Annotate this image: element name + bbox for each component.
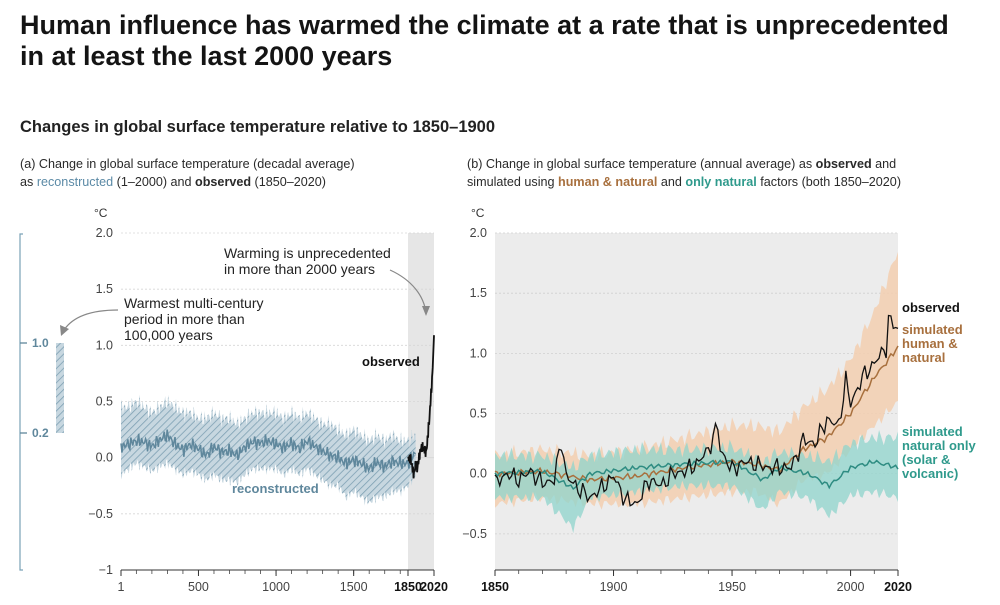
reconstructed-line xyxy=(120,429,416,474)
a-ytick-label: 1.5 xyxy=(96,282,113,296)
a-unit-label: °C xyxy=(94,206,108,220)
caption-b-observed: observed xyxy=(815,157,872,171)
a-xtick-label: 2020 xyxy=(420,580,448,594)
annotation-warmest-line3: 100,000 years xyxy=(124,327,213,343)
annotation-warmest-arrowhead xyxy=(60,325,69,336)
caption-observed: observed xyxy=(195,175,252,189)
b-xtick-label: 1900 xyxy=(600,580,628,594)
caption-only-natural: only natural xyxy=(685,175,757,189)
b-observed-label: observed xyxy=(902,300,960,315)
inset-bracket xyxy=(19,233,23,571)
a-xtick-label: 1500 xyxy=(340,580,368,594)
caption-reconstructed: reconstructed xyxy=(36,175,114,189)
b-ytick-label: 2.0 xyxy=(470,226,487,240)
b-xtick-label: 2020 xyxy=(884,580,912,594)
b-observed-line xyxy=(494,314,899,507)
b-ytick-label: 1.0 xyxy=(470,346,487,360)
inset-label-bottom: 0.2 xyxy=(32,426,49,440)
b-ytick-label: 0.0 xyxy=(470,467,487,481)
a-observed-line xyxy=(407,335,435,479)
b-human-label-line2: human & xyxy=(902,336,958,351)
panel-a-caption-line2: as reconstructed (1–2000) and observed (… xyxy=(20,175,326,189)
annotation-warmest-line2: period in more than xyxy=(124,311,245,327)
figure-title: Human influence has warmed the climate a… xyxy=(20,10,949,71)
b-natural-label-line3: (solar & xyxy=(902,452,950,467)
reconstructed-band xyxy=(121,394,416,506)
natural-only-band xyxy=(495,430,898,534)
b-ytick-label: 1.5 xyxy=(470,286,487,300)
annotation-unprecedented-arrowhead xyxy=(422,306,430,316)
a-ytick-label: 2.0 xyxy=(96,226,113,240)
b-natural-label-line4: volcanic) xyxy=(902,466,958,481)
b-xtick-label: 1850 xyxy=(481,580,509,594)
panel-a-chart: −1−0.50.00.51.01.52.01 500 1000 1500 1850202… xyxy=(19,206,448,594)
panel-a-caption-line1: (a) Change in global surface temperature… xyxy=(20,157,355,171)
caption-human-natural: human & natural xyxy=(558,175,658,189)
a-xtick-label: 1 xyxy=(118,580,125,594)
b-xtick-label: 2000 xyxy=(837,580,865,594)
panel-b-caption: (b) Change in global surface temperature… xyxy=(467,155,987,191)
panel-b-caption-line1: (b) Change in global surface temperature… xyxy=(467,157,897,171)
b-xtick-label: 1950 xyxy=(718,580,746,594)
figure-subtitle: Changes in global surface temperature re… xyxy=(20,118,496,136)
b-human-label-line1: simulated xyxy=(902,322,963,337)
b-unit-label: °C xyxy=(471,206,485,220)
a-xtick-label: 500 xyxy=(188,580,209,594)
natural-only-line xyxy=(494,459,899,491)
annotation-unprecedented-line2: in more than 2000 years xyxy=(224,261,375,277)
a-reconstructed-label: reconstructed xyxy=(232,481,319,496)
annotation-warmest-arrow xyxy=(63,309,119,331)
human-natural-band xyxy=(495,251,898,510)
annotation-unprecedented-line1: Warming is unprecedented xyxy=(224,245,391,261)
a-ytick-label: 0.0 xyxy=(96,451,113,465)
inset-label-top: 1.0 xyxy=(32,336,49,350)
a-xtick-label: 1850 xyxy=(394,580,422,594)
panel-b-caption-line2: simulated using human & natural and only… xyxy=(467,175,902,189)
a-ytick-label: −0.5 xyxy=(88,507,113,521)
annotation-warmest-line1: Warmest multi-century xyxy=(124,295,264,311)
a-ytick-label: 1.0 xyxy=(96,338,113,352)
b-ytick-label: 0.5 xyxy=(470,407,487,421)
b-natural-label-line1: simulated xyxy=(902,424,963,439)
panel-a-caption: (a) Change in global surface temperature… xyxy=(20,155,440,191)
a-ytick-label: 0.5 xyxy=(96,395,113,409)
a-xtick-label: 1000 xyxy=(262,580,290,594)
a-ytick-label: −1 xyxy=(99,563,113,577)
inset-range-bar xyxy=(56,343,64,433)
b-human-label-line3: natural xyxy=(902,350,945,365)
b-natural-label-line2: natural only xyxy=(902,438,976,453)
b-ytick-label: −0.5 xyxy=(462,527,487,541)
a-observed-label: observed xyxy=(362,354,420,369)
